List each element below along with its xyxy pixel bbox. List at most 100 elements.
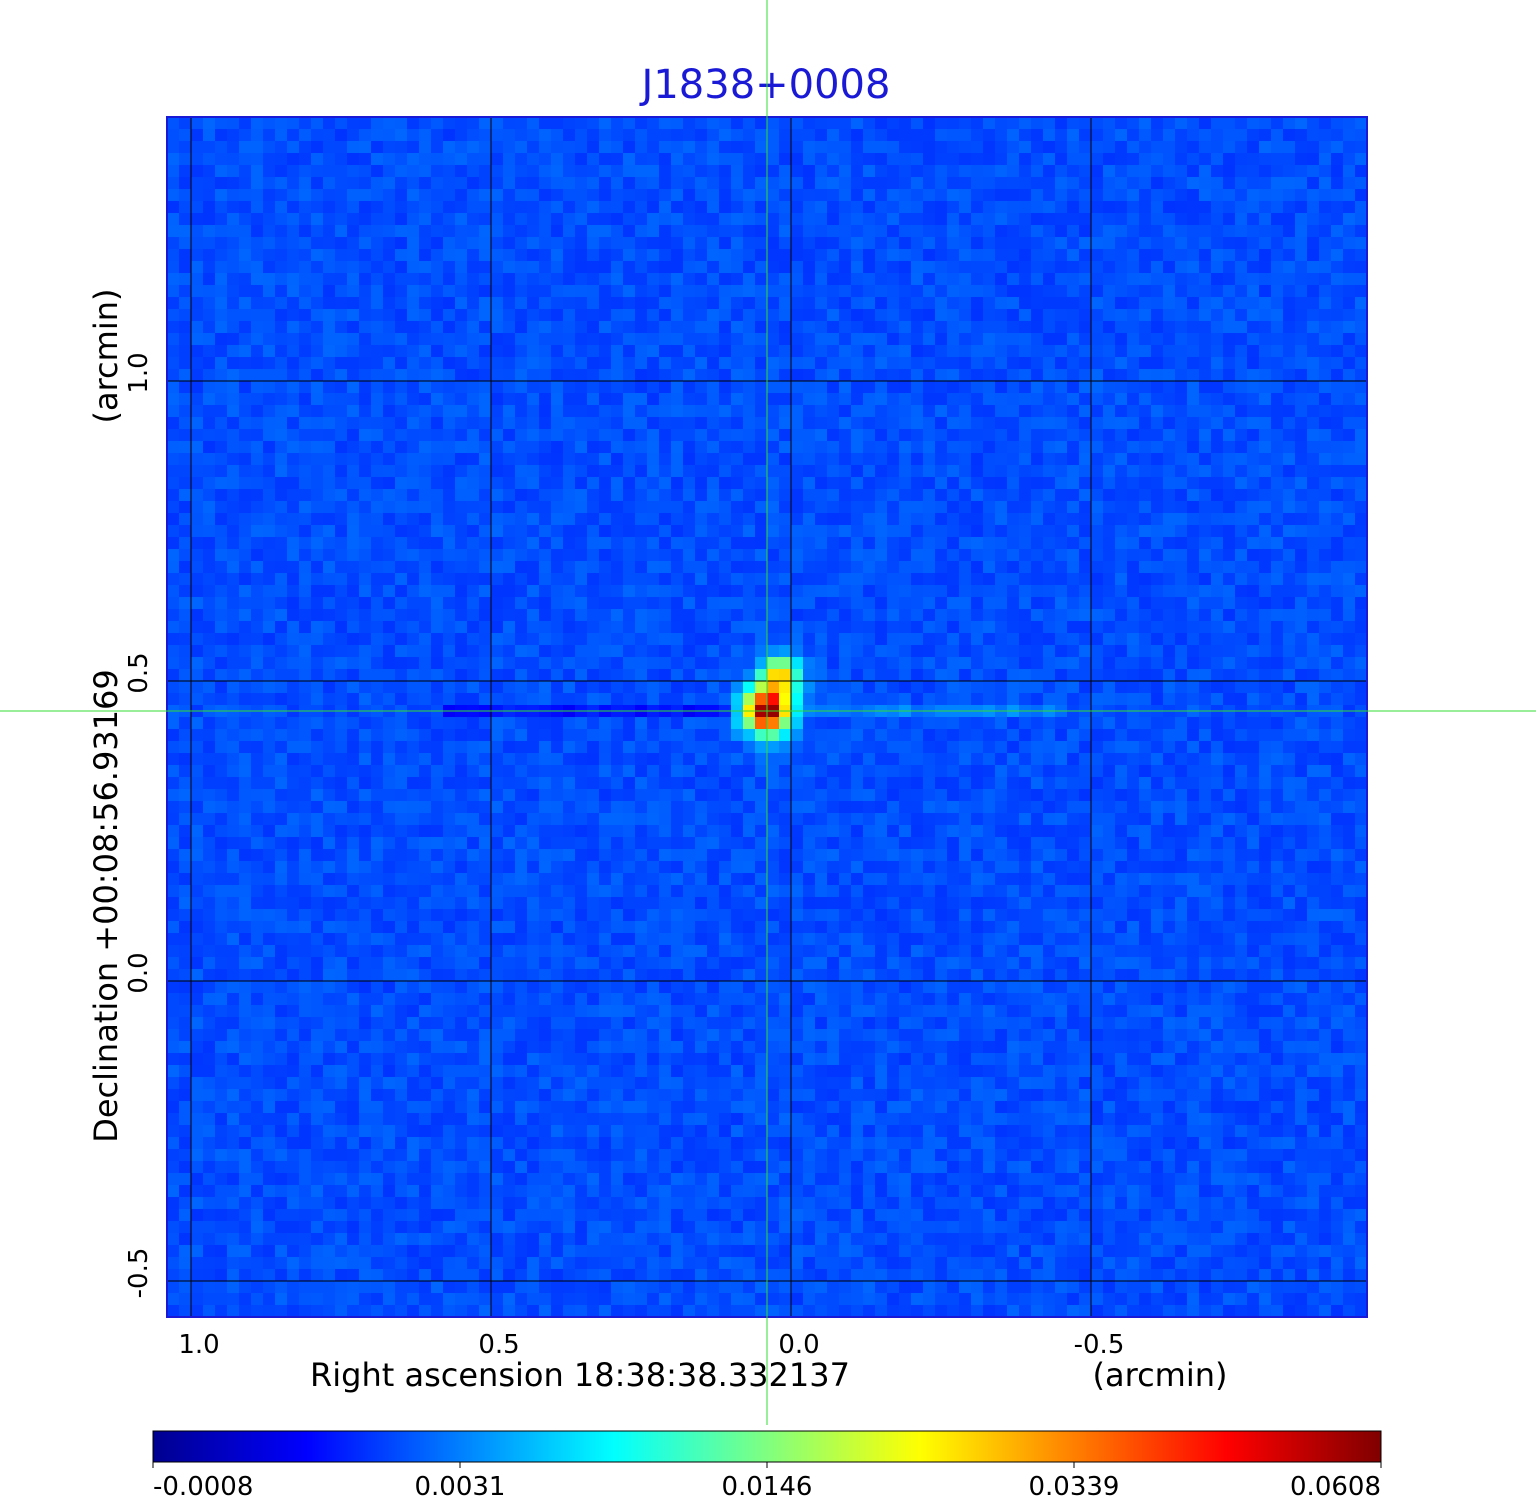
image-pixel xyxy=(1055,693,1068,706)
image-pixel xyxy=(491,273,504,286)
image-pixel xyxy=(995,129,1008,142)
image-pixel xyxy=(563,465,576,478)
image-pixel xyxy=(1067,321,1080,334)
image-pixel xyxy=(1007,441,1020,454)
image-pixel xyxy=(1079,477,1092,490)
image-pixel xyxy=(167,609,180,622)
image-pixel xyxy=(167,693,180,706)
image-pixel xyxy=(395,405,408,418)
image-pixel xyxy=(1151,153,1164,166)
image-pixel xyxy=(383,381,396,394)
image-pixel xyxy=(275,681,288,694)
image-pixel xyxy=(1223,357,1236,370)
image-pixel xyxy=(335,117,348,130)
image-pixel xyxy=(1031,537,1044,550)
image-pixel xyxy=(779,693,792,706)
image-pixel xyxy=(1247,201,1260,214)
image-pixel xyxy=(431,465,444,478)
image-pixel xyxy=(347,165,360,178)
image-pixel xyxy=(1295,573,1308,586)
image-pixel xyxy=(203,369,216,382)
image-pixel xyxy=(1163,393,1176,406)
image-pixel xyxy=(1187,309,1200,322)
image-pixel xyxy=(383,561,396,574)
image-pixel xyxy=(359,369,372,382)
image-pixel xyxy=(1343,369,1356,382)
image-pixel xyxy=(1235,381,1248,394)
image-pixel xyxy=(767,213,780,226)
image-pixel xyxy=(1055,657,1068,670)
image-pixel xyxy=(455,369,468,382)
image-pixel xyxy=(551,405,564,418)
image-pixel xyxy=(1031,669,1044,682)
image-pixel xyxy=(1295,381,1308,394)
image-pixel xyxy=(1163,477,1176,490)
image-pixel xyxy=(287,453,300,466)
image-pixel xyxy=(923,201,936,214)
image-pixel xyxy=(455,609,468,622)
image-pixel xyxy=(791,273,804,286)
image-pixel xyxy=(1355,321,1367,334)
image-pixel xyxy=(287,489,300,502)
image-pixel xyxy=(623,693,636,706)
image-pixel xyxy=(1307,321,1320,334)
image-pixel xyxy=(287,549,300,562)
image-pixel xyxy=(1067,417,1080,430)
image-pixel xyxy=(527,669,540,682)
image-pixel xyxy=(1151,549,1164,562)
image-pixel xyxy=(731,321,744,334)
image-pixel xyxy=(311,165,324,178)
image-pixel xyxy=(419,153,432,166)
image-pixel xyxy=(227,585,240,598)
image-pixel xyxy=(311,609,324,622)
image-pixel xyxy=(371,261,384,274)
image-pixel xyxy=(1307,597,1320,610)
image-pixel xyxy=(731,237,744,250)
image-pixel xyxy=(1103,693,1116,706)
image-pixel xyxy=(1247,681,1260,694)
image-pixel xyxy=(1355,525,1367,538)
image-pixel xyxy=(1187,345,1200,358)
image-pixel xyxy=(227,369,240,382)
image-pixel xyxy=(575,453,588,466)
image-pixel xyxy=(647,669,660,682)
image-pixel xyxy=(779,117,792,130)
image-pixel xyxy=(455,249,468,262)
image-pixel xyxy=(359,333,372,346)
image-pixel xyxy=(959,225,972,238)
image-pixel xyxy=(263,249,276,262)
image-pixel xyxy=(1007,285,1020,298)
image-pixel xyxy=(695,585,708,598)
image-pixel xyxy=(1199,393,1212,406)
image-pixel xyxy=(743,621,756,634)
image-pixel xyxy=(359,405,372,418)
image-pixel xyxy=(383,621,396,634)
image-pixel xyxy=(431,237,444,250)
image-pixel xyxy=(167,645,180,658)
image-pixel xyxy=(659,465,672,478)
image-pixel xyxy=(911,321,924,334)
image-pixel xyxy=(851,465,864,478)
image-pixel xyxy=(515,345,528,358)
image-pixel xyxy=(1091,549,1104,562)
image-pixel xyxy=(191,489,204,502)
image-pixel xyxy=(1331,489,1344,502)
image-pixel xyxy=(1079,285,1092,298)
image-pixel xyxy=(515,525,528,538)
image-pixel xyxy=(647,417,660,430)
image-pixel xyxy=(803,657,816,670)
image-pixel xyxy=(299,129,312,142)
image-pixel xyxy=(947,165,960,178)
image-pixel xyxy=(491,333,504,346)
image-pixel xyxy=(695,645,708,658)
image-pixel xyxy=(923,513,936,526)
image-pixel xyxy=(659,441,672,454)
image-pixel xyxy=(1175,117,1188,130)
image-pixel xyxy=(971,273,984,286)
image-pixel xyxy=(575,585,588,598)
image-pixel xyxy=(1211,453,1224,466)
image-pixel xyxy=(647,261,660,274)
image-pixel xyxy=(1091,489,1104,502)
image-pixel xyxy=(995,201,1008,214)
image-pixel xyxy=(527,321,540,334)
